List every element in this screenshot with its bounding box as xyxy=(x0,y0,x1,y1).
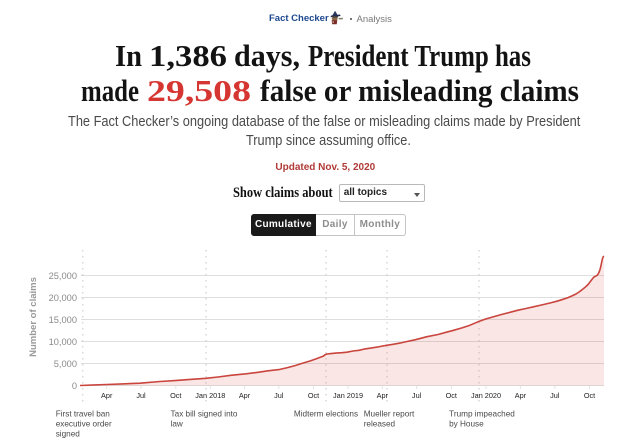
svg-text:25,000: 25,000 xyxy=(49,271,77,281)
svg-text:Jan 2018: Jan 2018 xyxy=(195,391,225,400)
svg-text:First travel ban: First travel ban xyxy=(56,410,111,419)
svg-text:Oct: Oct xyxy=(308,391,319,400)
svg-text:Jul: Jul xyxy=(136,391,146,400)
svg-text:Jan 2019: Jan 2019 xyxy=(333,391,363,400)
svg-text:0: 0 xyxy=(72,381,77,391)
svg-text:law: law xyxy=(171,420,183,429)
svg-text:Apr: Apr xyxy=(377,391,389,400)
svg-text:Apr: Apr xyxy=(101,391,113,400)
svg-text:10,000: 10,000 xyxy=(49,337,77,347)
svg-text:Tax bill signed into: Tax bill signed into xyxy=(171,410,238,419)
svg-text:Trump impeached: Trump impeached xyxy=(449,410,515,419)
svg-text:Jul: Jul xyxy=(412,391,422,400)
svg-text:Apr: Apr xyxy=(239,391,251,400)
svg-text:by House: by House xyxy=(449,420,484,429)
svg-text:Number of claims: Number of claims xyxy=(28,277,39,357)
svg-text:executive order: executive order xyxy=(56,420,112,429)
svg-text:Oct: Oct xyxy=(170,391,181,400)
svg-text:Oct: Oct xyxy=(446,391,457,400)
svg-text:Midterm elections: Midterm elections xyxy=(294,410,358,419)
svg-text:Apr: Apr xyxy=(515,391,527,400)
svg-text:released: released xyxy=(364,420,396,429)
svg-text:15,000: 15,000 xyxy=(49,315,77,325)
svg-text:Mueller report: Mueller report xyxy=(364,410,415,419)
svg-text:signed: signed xyxy=(56,430,81,439)
svg-text:Jan 2020: Jan 2020 xyxy=(471,391,501,400)
svg-text:Oct: Oct xyxy=(584,391,595,400)
svg-text:Jul: Jul xyxy=(550,391,560,400)
svg-text:20,000: 20,000 xyxy=(49,293,77,303)
svg-text:Jul: Jul xyxy=(274,391,284,400)
svg-text:5,000: 5,000 xyxy=(54,359,77,369)
